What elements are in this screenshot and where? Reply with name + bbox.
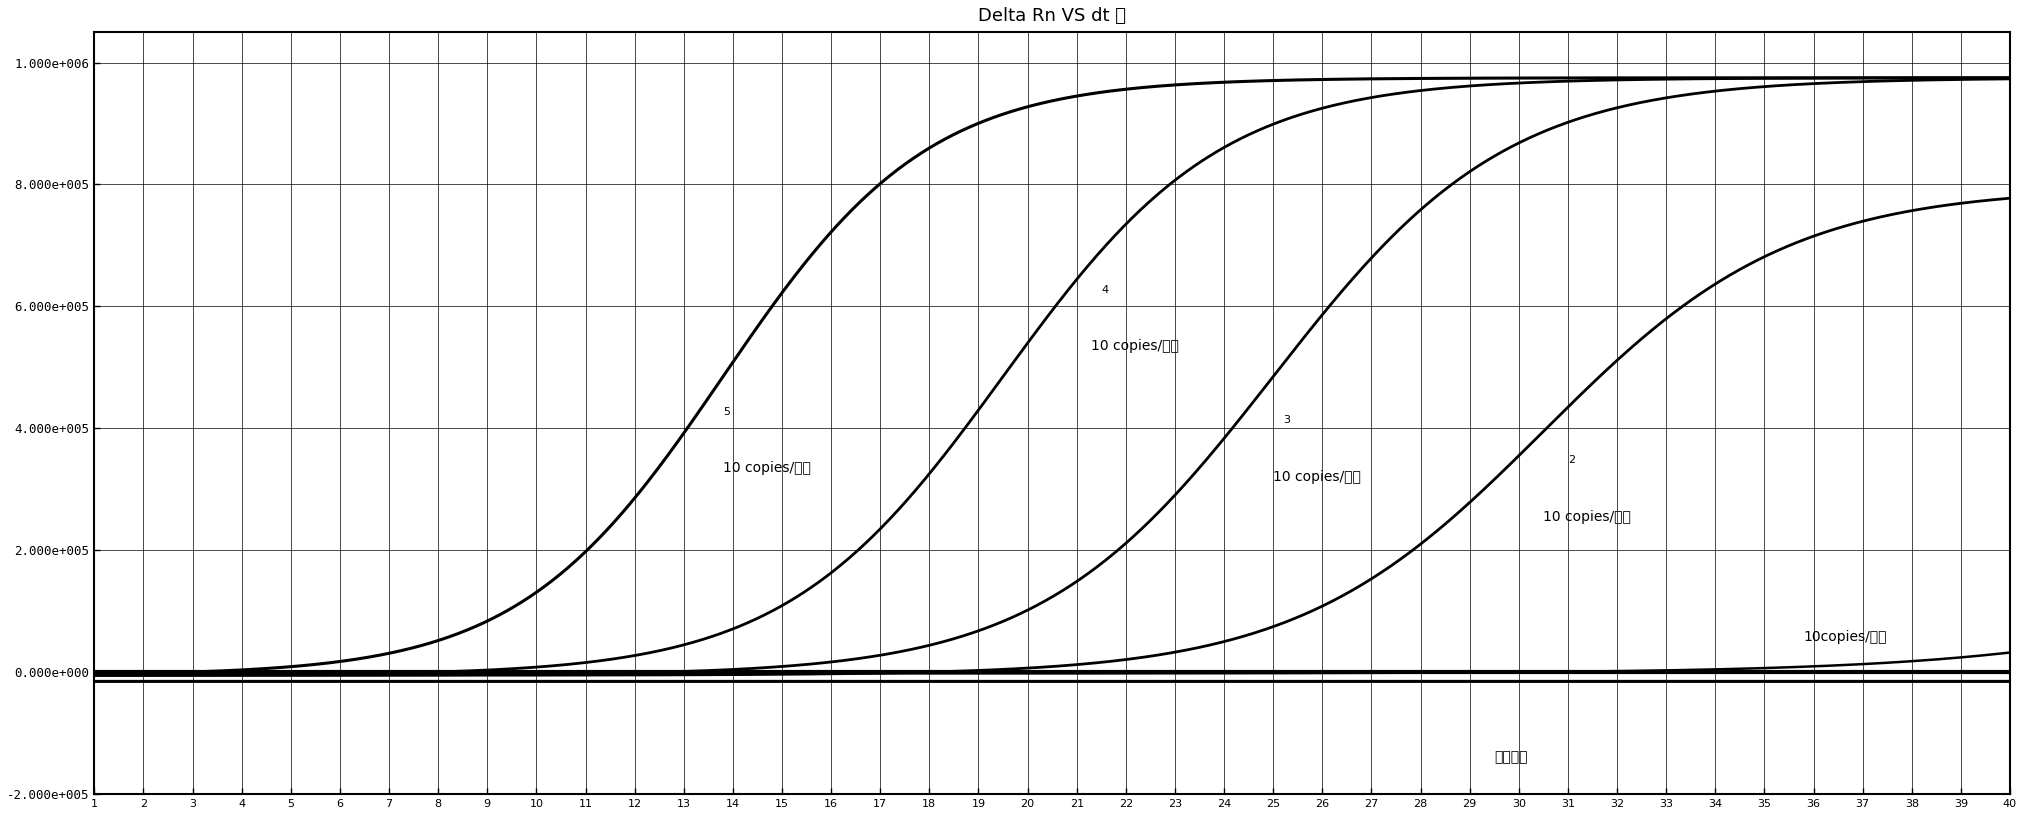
Text: 10copies/反应: 10copies/反应 <box>1802 630 1885 644</box>
Text: 10 copies/反应: 10 copies/反应 <box>1272 470 1359 484</box>
Text: 阴性对照: 阴性对照 <box>1493 751 1527 765</box>
Text: 10 copies/反应: 10 copies/反应 <box>1544 510 1631 524</box>
Text: 10 copies/反应: 10 copies/反应 <box>1090 339 1179 353</box>
Text: 10 copies/反应: 10 copies/反应 <box>722 461 811 475</box>
Text: 3: 3 <box>1283 415 1289 425</box>
Text: 4: 4 <box>1101 286 1109 295</box>
Text: 5: 5 <box>722 407 730 418</box>
Text: 2: 2 <box>1568 455 1574 465</box>
Title: Delta Rn VS dt 値: Delta Rn VS dt 値 <box>977 7 1125 25</box>
